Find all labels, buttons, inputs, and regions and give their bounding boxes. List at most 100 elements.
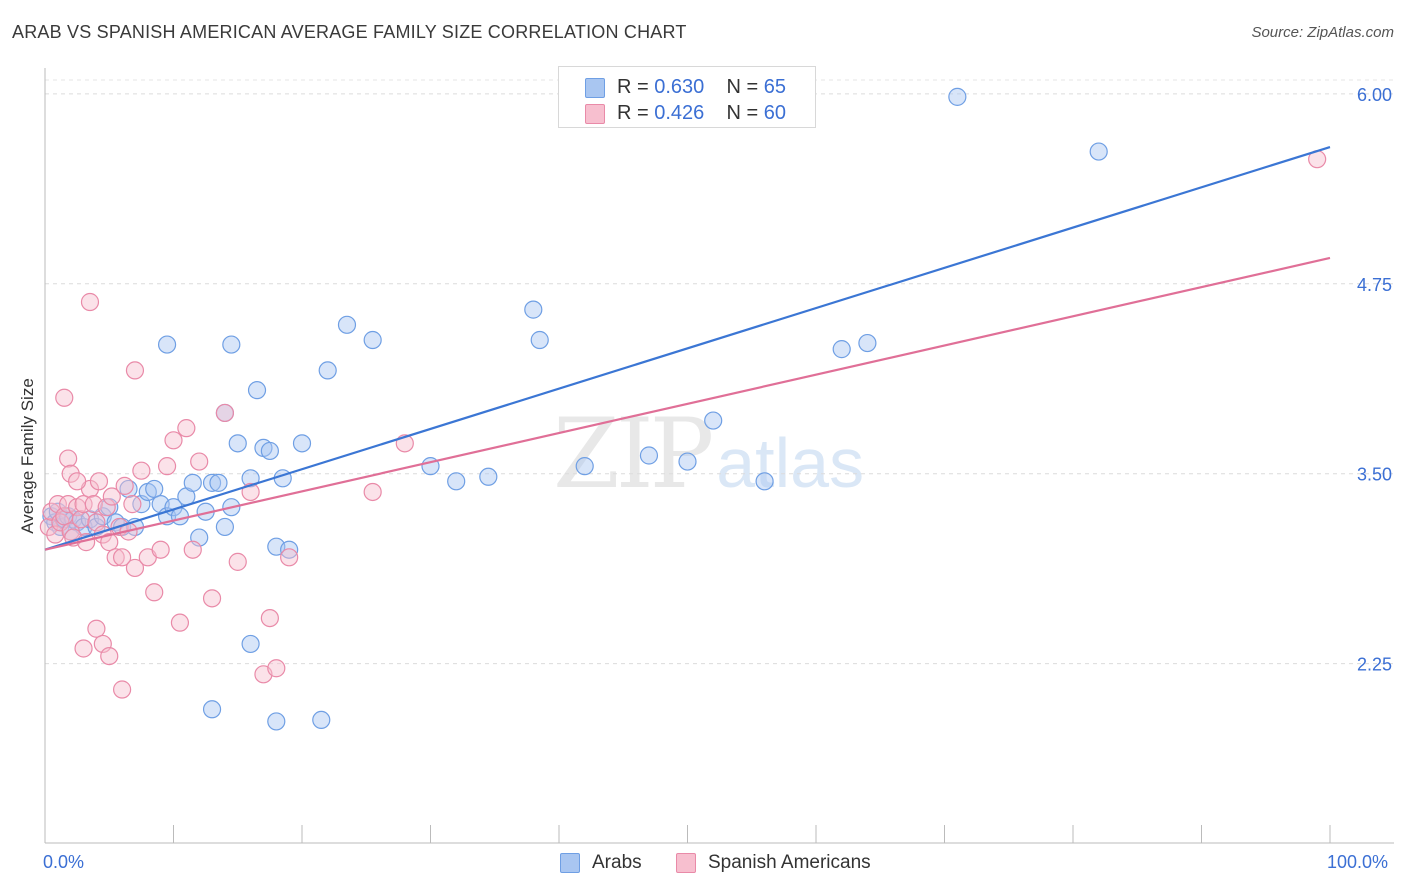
- stats-legend: R = 0.630 N = 65 R = 0.426 N = 60: [558, 66, 816, 128]
- y-tick-label: 3.50: [1357, 465, 1392, 485]
- trend-layer: [44, 145, 1331, 551]
- arabs-point: [183, 473, 202, 492]
- arabs-point: [145, 479, 164, 499]
- spanish-americans-swatch: [585, 104, 605, 124]
- arabs-point: [318, 361, 337, 380]
- arabs-point: [704, 411, 723, 430]
- arabs-point: [247, 381, 267, 400]
- spanish-americans-point: [39, 517, 58, 537]
- n-label: N =: [726, 102, 759, 124]
- spanish-americans-point: [363, 482, 382, 502]
- spanish-americans-point: [123, 495, 142, 514]
- arabs-point: [530, 330, 549, 350]
- x-tick-label-max: 100.0%: [1327, 852, 1389, 872]
- r-label: R =: [617, 102, 649, 124]
- y-tick-label: 2.25: [1357, 655, 1392, 675]
- arabs-point: [1089, 142, 1108, 161]
- spanish-americans-trend-line: [44, 256, 1331, 551]
- spanish-americans-point: [132, 461, 151, 480]
- spanish-americans-point: [190, 452, 209, 471]
- spanish-americans-point: [157, 457, 177, 476]
- spanish-americans-point: [215, 403, 234, 423]
- spanish-americans-point: [112, 548, 132, 567]
- spanish-americans-point: [145, 583, 164, 602]
- arabs-legend-swatch: [560, 853, 580, 873]
- spanish-americans-point: [125, 361, 145, 380]
- arabs-point: [575, 457, 594, 476]
- arabs-point: [241, 634, 260, 654]
- y-tick-label: 4.75: [1357, 275, 1392, 295]
- arabs-point: [337, 315, 357, 334]
- arabs-point: [241, 469, 260, 488]
- label-layer: 2.25 3.50 4.75 6.00: [1357, 85, 1392, 675]
- spanish-americans-point: [102, 487, 121, 506]
- arabs-point: [157, 335, 177, 354]
- arabs-point: [755, 472, 774, 491]
- arabs-point: [209, 473, 228, 492]
- grid-layer: [45, 79, 1394, 665]
- spanish-americans-point: [100, 646, 119, 666]
- n-value: 65: [763, 76, 787, 98]
- arabs-swatch: [585, 78, 605, 98]
- legend-label-spanish-americans: Spanish Americans: [708, 852, 871, 873]
- spanish-americans-point: [202, 589, 222, 608]
- spanish-americans-point: [170, 613, 190, 632]
- n-value: 60: [763, 102, 787, 124]
- spanish-americans-point: [112, 680, 132, 699]
- spanish-americans-point: [125, 558, 145, 578]
- spanish-americans-legend-swatch: [676, 853, 696, 873]
- arabs-point: [858, 333, 877, 353]
- spanish-americans-point: [106, 548, 125, 567]
- spanish-americans-point: [71, 510, 91, 529]
- spanish-americans-point: [87, 619, 106, 638]
- axis-layer: [44, 68, 1394, 844]
- arabs-point: [260, 441, 279, 461]
- arabs-point: [479, 467, 498, 486]
- n-label: N =: [726, 76, 759, 98]
- spanish-americans-point: [74, 495, 93, 514]
- spanish-americans-point: [61, 464, 80, 483]
- arabs-trend-line: [44, 145, 1331, 551]
- arabs-point: [639, 446, 659, 465]
- spanish-americans-point: [59, 449, 78, 468]
- arabs-point: [678, 452, 697, 471]
- spanish-americans-point: [97, 498, 116, 517]
- r-label: R =: [617, 76, 649, 98]
- arabs-point: [202, 473, 222, 492]
- arabs-point: [222, 335, 241, 354]
- spanish-americans-point: [228, 552, 247, 571]
- spanish-americans-point: [115, 476, 134, 495]
- arabs-point: [363, 330, 382, 350]
- spanish-americans-point: [68, 472, 87, 491]
- spanish-americans-point: [151, 540, 170, 559]
- arabs-point: [447, 472, 466, 491]
- spanish-americans-point: [74, 639, 93, 658]
- arabs-point: [524, 300, 543, 319]
- spanish-americans-point: [177, 419, 196, 438]
- r-value: 0.426: [654, 102, 705, 124]
- legend-label-arabs: Arabs: [592, 852, 642, 873]
- source-label: Source: ZipAtlas.com: [1251, 24, 1394, 41]
- r-value: 0.630: [654, 76, 705, 98]
- y-axis-label: Average Family Size: [18, 378, 37, 534]
- spanish-americans-point: [80, 292, 100, 312]
- arabs-point: [280, 540, 299, 559]
- arabs-point: [312, 710, 331, 730]
- spanish-americans-point: [100, 533, 119, 552]
- arabs-point: [292, 434, 312, 453]
- spanish-americans-point: [164, 431, 183, 450]
- y-tick-label: 6.00: [1357, 85, 1392, 105]
- arabs-point: [228, 434, 247, 453]
- arabs-point: [202, 700, 222, 719]
- spanish-americans-point: [280, 548, 299, 567]
- x-tick-label-min: 0.0%: [43, 852, 85, 872]
- arabs-point: [267, 712, 286, 731]
- arabs-point: [832, 340, 851, 359]
- point-layer: [39, 87, 1327, 731]
- arabs-point: [948, 87, 967, 106]
- spanish-americans-point: [55, 388, 74, 407]
- arabs-point: [215, 517, 234, 537]
- chart-title: ARAB VS SPANISH AMERICAN AVERAGE FAMILY …: [12, 22, 687, 42]
- spanish-americans-point: [260, 608, 279, 628]
